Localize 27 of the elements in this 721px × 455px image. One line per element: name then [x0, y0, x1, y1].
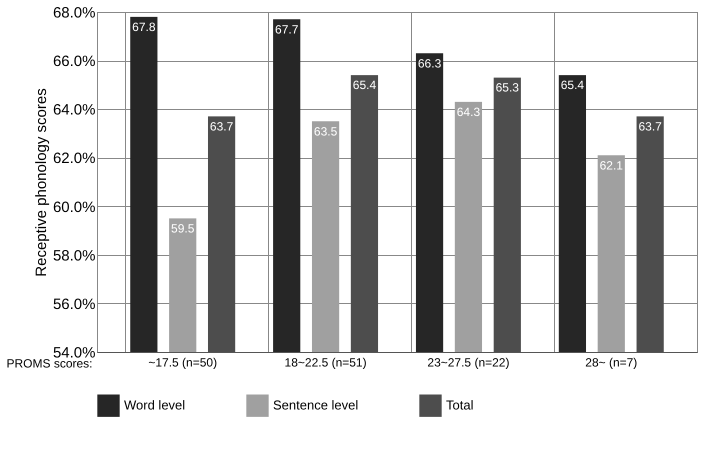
legend-label: Sentence level — [273, 398, 358, 413]
x-tick-label: 28~ (n=7) — [585, 356, 638, 370]
x-tick-label: 23~27.5 (n=22) — [427, 356, 510, 370]
data-label: 65.3 — [496, 80, 520, 95]
y-tick-label: 66.0% — [52, 53, 96, 70]
y-tick-label: 58.0% — [52, 247, 96, 264]
x-tick-label: ~17.5 (n=50) — [148, 356, 218, 370]
data-label: 59.5 — [171, 221, 195, 236]
x-tick-label: 18~22.5 (n=51) — [284, 356, 367, 370]
data-label: 66.3 — [418, 56, 442, 70]
y-tick-label: 62.0% — [52, 150, 96, 168]
data-label: 64.3 — [456, 104, 480, 119]
data-label: 63.7 — [210, 119, 234, 134]
y-axis-title: Receptive phonology scores — [32, 88, 50, 277]
legend-label: Total — [446, 398, 474, 413]
data-label: 63.7 — [638, 119, 662, 134]
data-label: 67.7 — [275, 22, 299, 36]
y-tick-label: 64.0% — [52, 102, 96, 119]
legend-label: Word level — [124, 398, 186, 413]
data-label: 65.4 — [352, 78, 376, 92]
data-label: 65.4 — [560, 78, 584, 92]
data-label: 62.1 — [600, 158, 624, 172]
data-label: 67.8 — [132, 20, 156, 34]
y-tick-label: 60.0% — [52, 198, 96, 216]
y-tick-label: 68.0% — [52, 4, 96, 22]
data-label: 63.5 — [314, 124, 338, 138]
y-tick-label: 56.0% — [52, 296, 96, 313]
